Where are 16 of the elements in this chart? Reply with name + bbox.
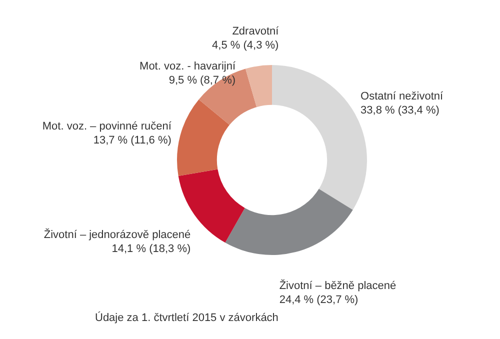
donut-slice — [245, 65, 272, 108]
slice-label: Mot. voz. – povinné ručení — [42, 120, 172, 132]
slice-label: Mot. voz. - havarijní — [140, 60, 236, 72]
slice-label: Ostatní neživotní — [360, 90, 444, 103]
data-label: 33,8 % (33,4 %) — [360, 104, 440, 117]
data-label: 9,5 % (8,7 %) — [168, 74, 236, 86]
data-label: 13,7 % (11,6 %) — [93, 134, 172, 146]
slice-label: Zdravotní — [232, 25, 280, 38]
data-label: 4,5 % (4,3 %) — [212, 39, 279, 52]
slice-label: Životní – jednorázově placené — [44, 228, 191, 241]
data-label: 14,1 % (18,3 %) — [112, 242, 191, 255]
slice-label: Životní – běžně placené — [279, 278, 396, 292]
donut-slice — [225, 188, 353, 255]
donut-slice — [177, 99, 230, 176]
text: Údaje za 1. čtvrtletí 2015 v závorkách — [95, 311, 278, 324]
data-label: 24,4 % (23,7 %) — [279, 294, 358, 306]
